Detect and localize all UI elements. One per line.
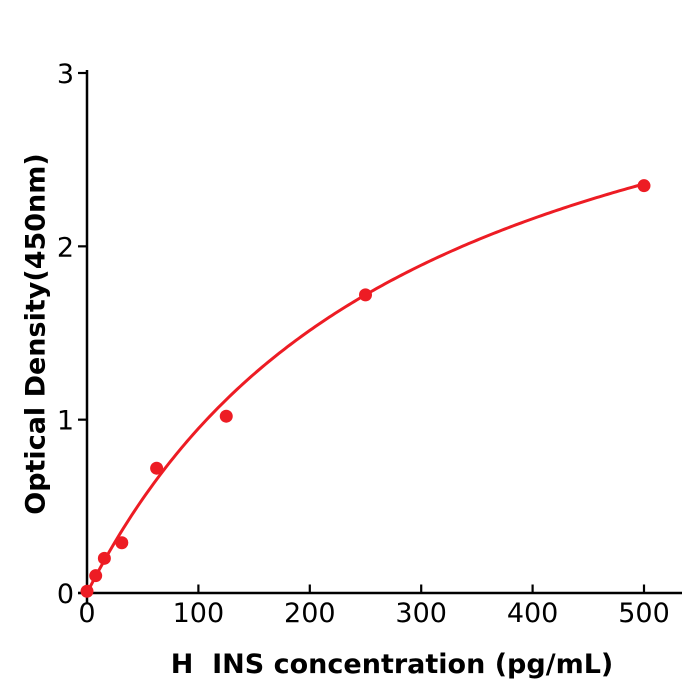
- x-tick-label: 100: [173, 598, 225, 629]
- x-tick-label: 400: [507, 598, 559, 629]
- data-point: [359, 288, 372, 302]
- y-axis-title: Optical Density(450nm): [20, 153, 52, 515]
- y-tick-label: 2: [57, 232, 74, 263]
- data-point: [89, 569, 103, 583]
- data-point: [80, 584, 94, 598]
- y-tick-label: 1: [57, 406, 74, 437]
- y-tick-label: 3: [57, 59, 74, 90]
- x-tick-label: 0: [78, 598, 95, 629]
- data-point: [97, 551, 111, 565]
- fit-curve: [85, 182, 646, 595]
- x-tick-label: 200: [284, 598, 336, 629]
- data-point: [637, 179, 651, 193]
- x-axis-title: H INS concentration (pg/mL): [170, 649, 614, 680]
- data-point: [150, 461, 164, 475]
- y-tick-label: 0: [57, 579, 74, 610]
- x-tick-label: 300: [395, 598, 447, 629]
- data-point: [115, 536, 129, 550]
- data-point: [219, 409, 233, 423]
- x-tick-label: 500: [618, 598, 670, 629]
